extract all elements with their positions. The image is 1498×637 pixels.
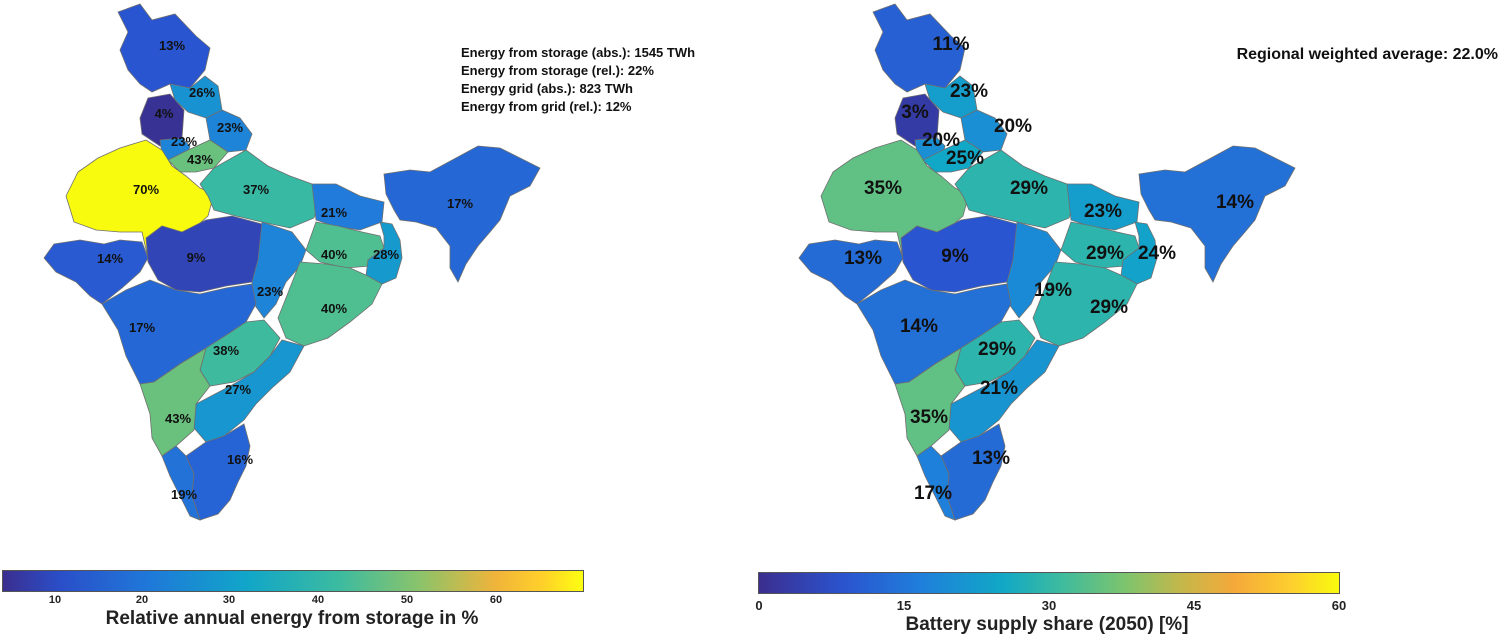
- region-ka: [139, 347, 211, 457]
- right-colorbar-tick: 60: [1331, 598, 1347, 613]
- region-label-uk: 23%: [217, 120, 243, 135]
- region-kl: [916, 445, 956, 521]
- region-label-mp: 9%: [941, 246, 969, 267]
- left-colorbar-tick: 40: [311, 594, 325, 606]
- left-colorbar-tick: 50: [400, 594, 414, 606]
- region-ap: [948, 339, 1060, 443]
- region-label-hr: 23%: [171, 134, 197, 149]
- region-label-ap: 21%: [980, 378, 1018, 399]
- region-ne: [383, 145, 541, 283]
- region-label-ap: 27%: [225, 382, 251, 397]
- stat-storage-abs: Energy from storage (abs.): 1545 TWh: [461, 45, 696, 60]
- regional-average-label: Regional weighted average: 22.0%: [1236, 46, 1498, 63]
- region-label-tg: 38%: [213, 343, 239, 358]
- region-label-rj: 35%: [864, 178, 902, 199]
- region-label-jk: 13%: [159, 38, 185, 53]
- region-label-jk: 11%: [933, 34, 970, 55]
- region-cg: [251, 221, 307, 319]
- region-label-od: 29%: [1090, 297, 1128, 318]
- stat-storage-rel: Energy from storage (rel.): 22%: [461, 63, 654, 78]
- right-colorbar: [758, 572, 1340, 594]
- left-colorbar-title: Relative annual energy from storage in %: [105, 608, 479, 629]
- region-label-kl: 17%: [914, 483, 952, 504]
- right-colorbar-tick: 30: [1041, 598, 1057, 613]
- region-label-gj: 14%: [97, 251, 123, 266]
- right-colorbar-title: Battery supply share (2050) [%]: [905, 614, 1189, 635]
- left-colorbar-tick: 60: [489, 594, 503, 606]
- region-label-mp: 9%: [187, 250, 206, 265]
- region-dl: [167, 139, 229, 173]
- region-label-mh: 14%: [900, 316, 938, 337]
- stat-grid-rel: Energy from grid (rel.): 12%: [461, 99, 632, 114]
- right-map-panel: 11% 23% 3% 20% 20% 25% 35% 29% 23% 14% 13% 9% 29% 24%…: [749, 0, 1498, 637]
- region-label-jh: 29%: [1086, 243, 1124, 264]
- right-colorbar-tick: 15: [896, 598, 912, 613]
- region-label-uk: 20%: [994, 116, 1032, 137]
- region-label-cg: 19%: [1034, 280, 1072, 301]
- region-label-br: 21%: [321, 205, 347, 220]
- region-label-wb: 24%: [1138, 243, 1176, 264]
- region-gj: [798, 239, 904, 305]
- region-label-br: 23%: [1084, 201, 1122, 222]
- left-colorbar: [2, 570, 584, 592]
- region-label-od: 40%: [321, 301, 347, 316]
- region-up: [199, 149, 321, 229]
- region-label-pb: 3%: [901, 102, 929, 123]
- region-label-kl: 19%: [171, 487, 197, 502]
- region-cg: [1006, 221, 1062, 319]
- region-dl: [922, 139, 984, 173]
- region-up: [954, 149, 1076, 229]
- right-india-map: 11%23%3%20%20%25%35% 29%23% 14%13% 9% 29% 24%…: [798, 3, 1296, 521]
- region-label-hp: 26%: [189, 85, 215, 100]
- region-label-tn: 13%: [972, 448, 1010, 469]
- region-ne: [1138, 145, 1296, 283]
- region-label-dl: 43%: [187, 152, 213, 167]
- right-colorbar-tick: 45: [1186, 598, 1202, 613]
- region-label-jh: 40%: [321, 247, 347, 262]
- region-label-up: 29%: [1010, 178, 1048, 199]
- left-india-map: 13% 26% 4% 23% 23% 43% 70% 37% 21% 17% 14% 9% 40% 28%…: [43, 3, 541, 521]
- region-label-rj: 70%: [133, 182, 159, 197]
- region-label-ne: 17%: [447, 196, 473, 211]
- region-label-dl: 25%: [946, 148, 984, 169]
- left-colorbar-tick: 30: [222, 594, 236, 606]
- region-label-up: 37%: [243, 182, 269, 197]
- stat-grid-abs: Energy grid (abs.): 823 TWh: [461, 81, 633, 96]
- region-label-cg: 23%: [257, 284, 283, 299]
- region-label-ne: 14%: [1216, 192, 1254, 213]
- region-label-ka: 43%: [165, 411, 191, 426]
- left-map-panel: 13% 26% 4% 23% 23% 43% 70% 37% 21% 17% 14% 9% 40% 28%…: [2, 3, 695, 629]
- region-label-tg: 29%: [978, 339, 1016, 360]
- left-colorbar-tick: 10: [48, 594, 62, 606]
- region-label-pb: 4%: [155, 106, 174, 121]
- left-colorbar-tick: 20: [135, 594, 149, 606]
- region-ap: [193, 339, 305, 443]
- region-kl: [161, 445, 201, 521]
- region-od: [277, 261, 383, 347]
- region-ka: [894, 347, 966, 457]
- region-label-wb: 28%: [373, 247, 399, 262]
- region-label-hp: 23%: [950, 81, 988, 102]
- region-label-hr: 20%: [922, 130, 960, 151]
- region-gj: [43, 239, 149, 305]
- right-colorbar-tick: 0: [755, 598, 763, 613]
- region-label-gj: 13%: [844, 248, 882, 269]
- region-label-tn: 16%: [227, 452, 253, 467]
- left-stats-box: Energy from storage (abs.): 1545 TWh Ene…: [461, 44, 695, 116]
- region-label-ka: 35%: [910, 407, 948, 428]
- region-od: [1032, 261, 1138, 347]
- region-label-mh: 17%: [129, 320, 155, 335]
